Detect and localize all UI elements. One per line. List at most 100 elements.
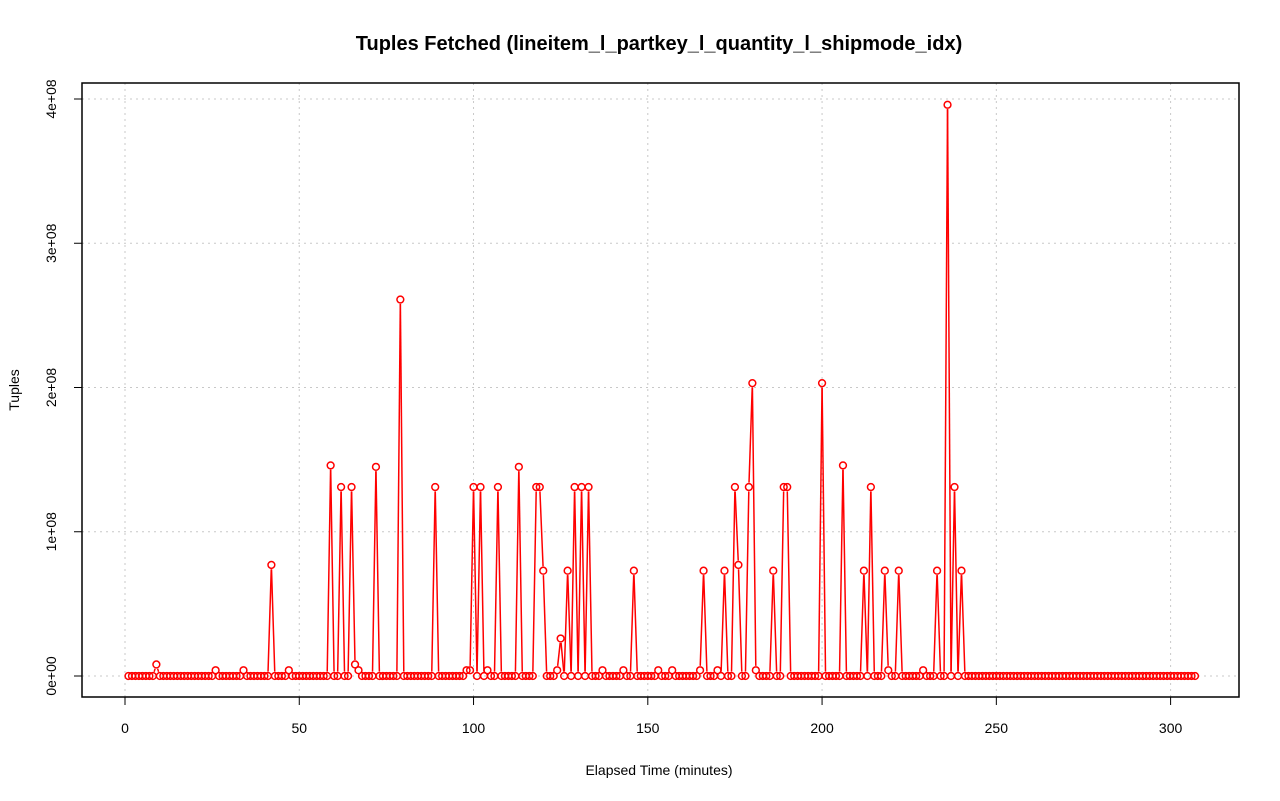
data-point	[884, 666, 893, 675]
data-point	[612, 671, 621, 681]
series-segment	[573, 491, 579, 672]
series-segment	[518, 471, 524, 672]
series-segment	[898, 575, 903, 672]
series-segment	[751, 387, 757, 666]
data-point	[532, 482, 541, 492]
series-segment	[560, 642, 565, 672]
data-point	[894, 566, 903, 575]
y-axis: 0e+00 1e+08 2e+08 3e+08 4e+08	[43, 79, 82, 696]
series-segment	[863, 575, 868, 672]
data-point	[723, 671, 733, 681]
data-point	[535, 482, 544, 492]
data-point	[267, 560, 276, 570]
data-point	[584, 482, 593, 492]
series-segment	[497, 491, 503, 672]
series-segment	[786, 491, 792, 672]
x-tick-label: 250	[985, 720, 1009, 736]
data-point	[772, 671, 781, 681]
data-point	[563, 566, 572, 575]
data-point	[713, 666, 722, 675]
series-segment	[744, 491, 750, 672]
data-point	[831, 671, 841, 681]
series-segment	[838, 469, 844, 672]
data-point	[779, 482, 788, 492]
data-point	[326, 461, 335, 470]
data-point	[661, 671, 670, 681]
data-point	[776, 671, 785, 681]
y-tick-label: 0e+00	[43, 656, 59, 696]
data-point	[458, 671, 468, 681]
data-point	[232, 671, 241, 681]
data-point	[528, 671, 537, 681]
series-segment	[267, 569, 272, 672]
data-point	[727, 671, 736, 681]
data-point	[570, 482, 579, 492]
series-segment	[479, 491, 485, 672]
series-segment	[629, 575, 635, 672]
data-point	[918, 666, 928, 675]
series-segment	[580, 491, 586, 672]
y-tick-label: 1e+08	[43, 512, 59, 552]
data-point	[277, 671, 286, 681]
data-point	[350, 660, 360, 669]
data-point	[737, 671, 747, 681]
data-point	[591, 671, 600, 681]
x-axis-label: Elapsed Time (minutes)	[585, 762, 732, 778]
data-point	[629, 566, 639, 575]
data-point	[877, 671, 886, 681]
data-point	[371, 462, 381, 471]
grid-lines	[82, 83, 1239, 697]
y-axis-label: Tuples	[6, 369, 22, 411]
data-point	[343, 671, 353, 681]
data-point	[284, 666, 293, 675]
data-point	[462, 666, 471, 675]
data-point	[145, 671, 154, 681]
series-segment	[270, 569, 276, 672]
series-segment	[842, 469, 848, 672]
data-point	[560, 671, 569, 681]
data-point	[654, 666, 663, 675]
data-point	[556, 634, 565, 643]
series-segment	[514, 471, 520, 672]
series-segment	[431, 491, 436, 672]
series-segment	[542, 575, 548, 672]
series-segment	[720, 575, 726, 672]
data-point	[455, 671, 464, 681]
data-point	[866, 482, 876, 492]
x-tick-label: 100	[462, 720, 486, 736]
data-point	[887, 671, 896, 681]
data-point	[751, 666, 760, 675]
data-point	[469, 482, 478, 492]
data-point	[873, 671, 882, 681]
data-point	[493, 482, 503, 492]
series-segment	[950, 491, 956, 672]
data-point	[647, 671, 656, 681]
data-point	[549, 671, 558, 681]
series-segment	[633, 575, 638, 672]
x-tick-label: 300	[1159, 720, 1183, 736]
data-point	[769, 566, 778, 575]
data-point	[340, 671, 349, 681]
data-point	[239, 666, 248, 675]
series-segment	[817, 387, 823, 672]
data-point	[838, 461, 848, 470]
series-segment	[894, 575, 900, 672]
data-point	[748, 379, 757, 388]
data-point	[364, 671, 374, 681]
x-tick-label: 200	[810, 720, 834, 736]
data-point	[925, 671, 935, 681]
series-segment	[932, 575, 938, 672]
x-tick-label: 150	[636, 720, 660, 736]
series-segment	[587, 491, 593, 672]
series-segment	[476, 491, 482, 672]
data-point	[730, 482, 740, 492]
data-point	[577, 482, 586, 492]
y-tick-label: 3e+08	[43, 223, 59, 263]
data-point	[852, 671, 862, 681]
series-segment	[870, 491, 876, 672]
data-point	[950, 482, 959, 492]
series-segment	[336, 491, 342, 672]
series-segment	[936, 575, 942, 672]
series-segment	[737, 569, 743, 672]
data-point	[706, 671, 715, 681]
